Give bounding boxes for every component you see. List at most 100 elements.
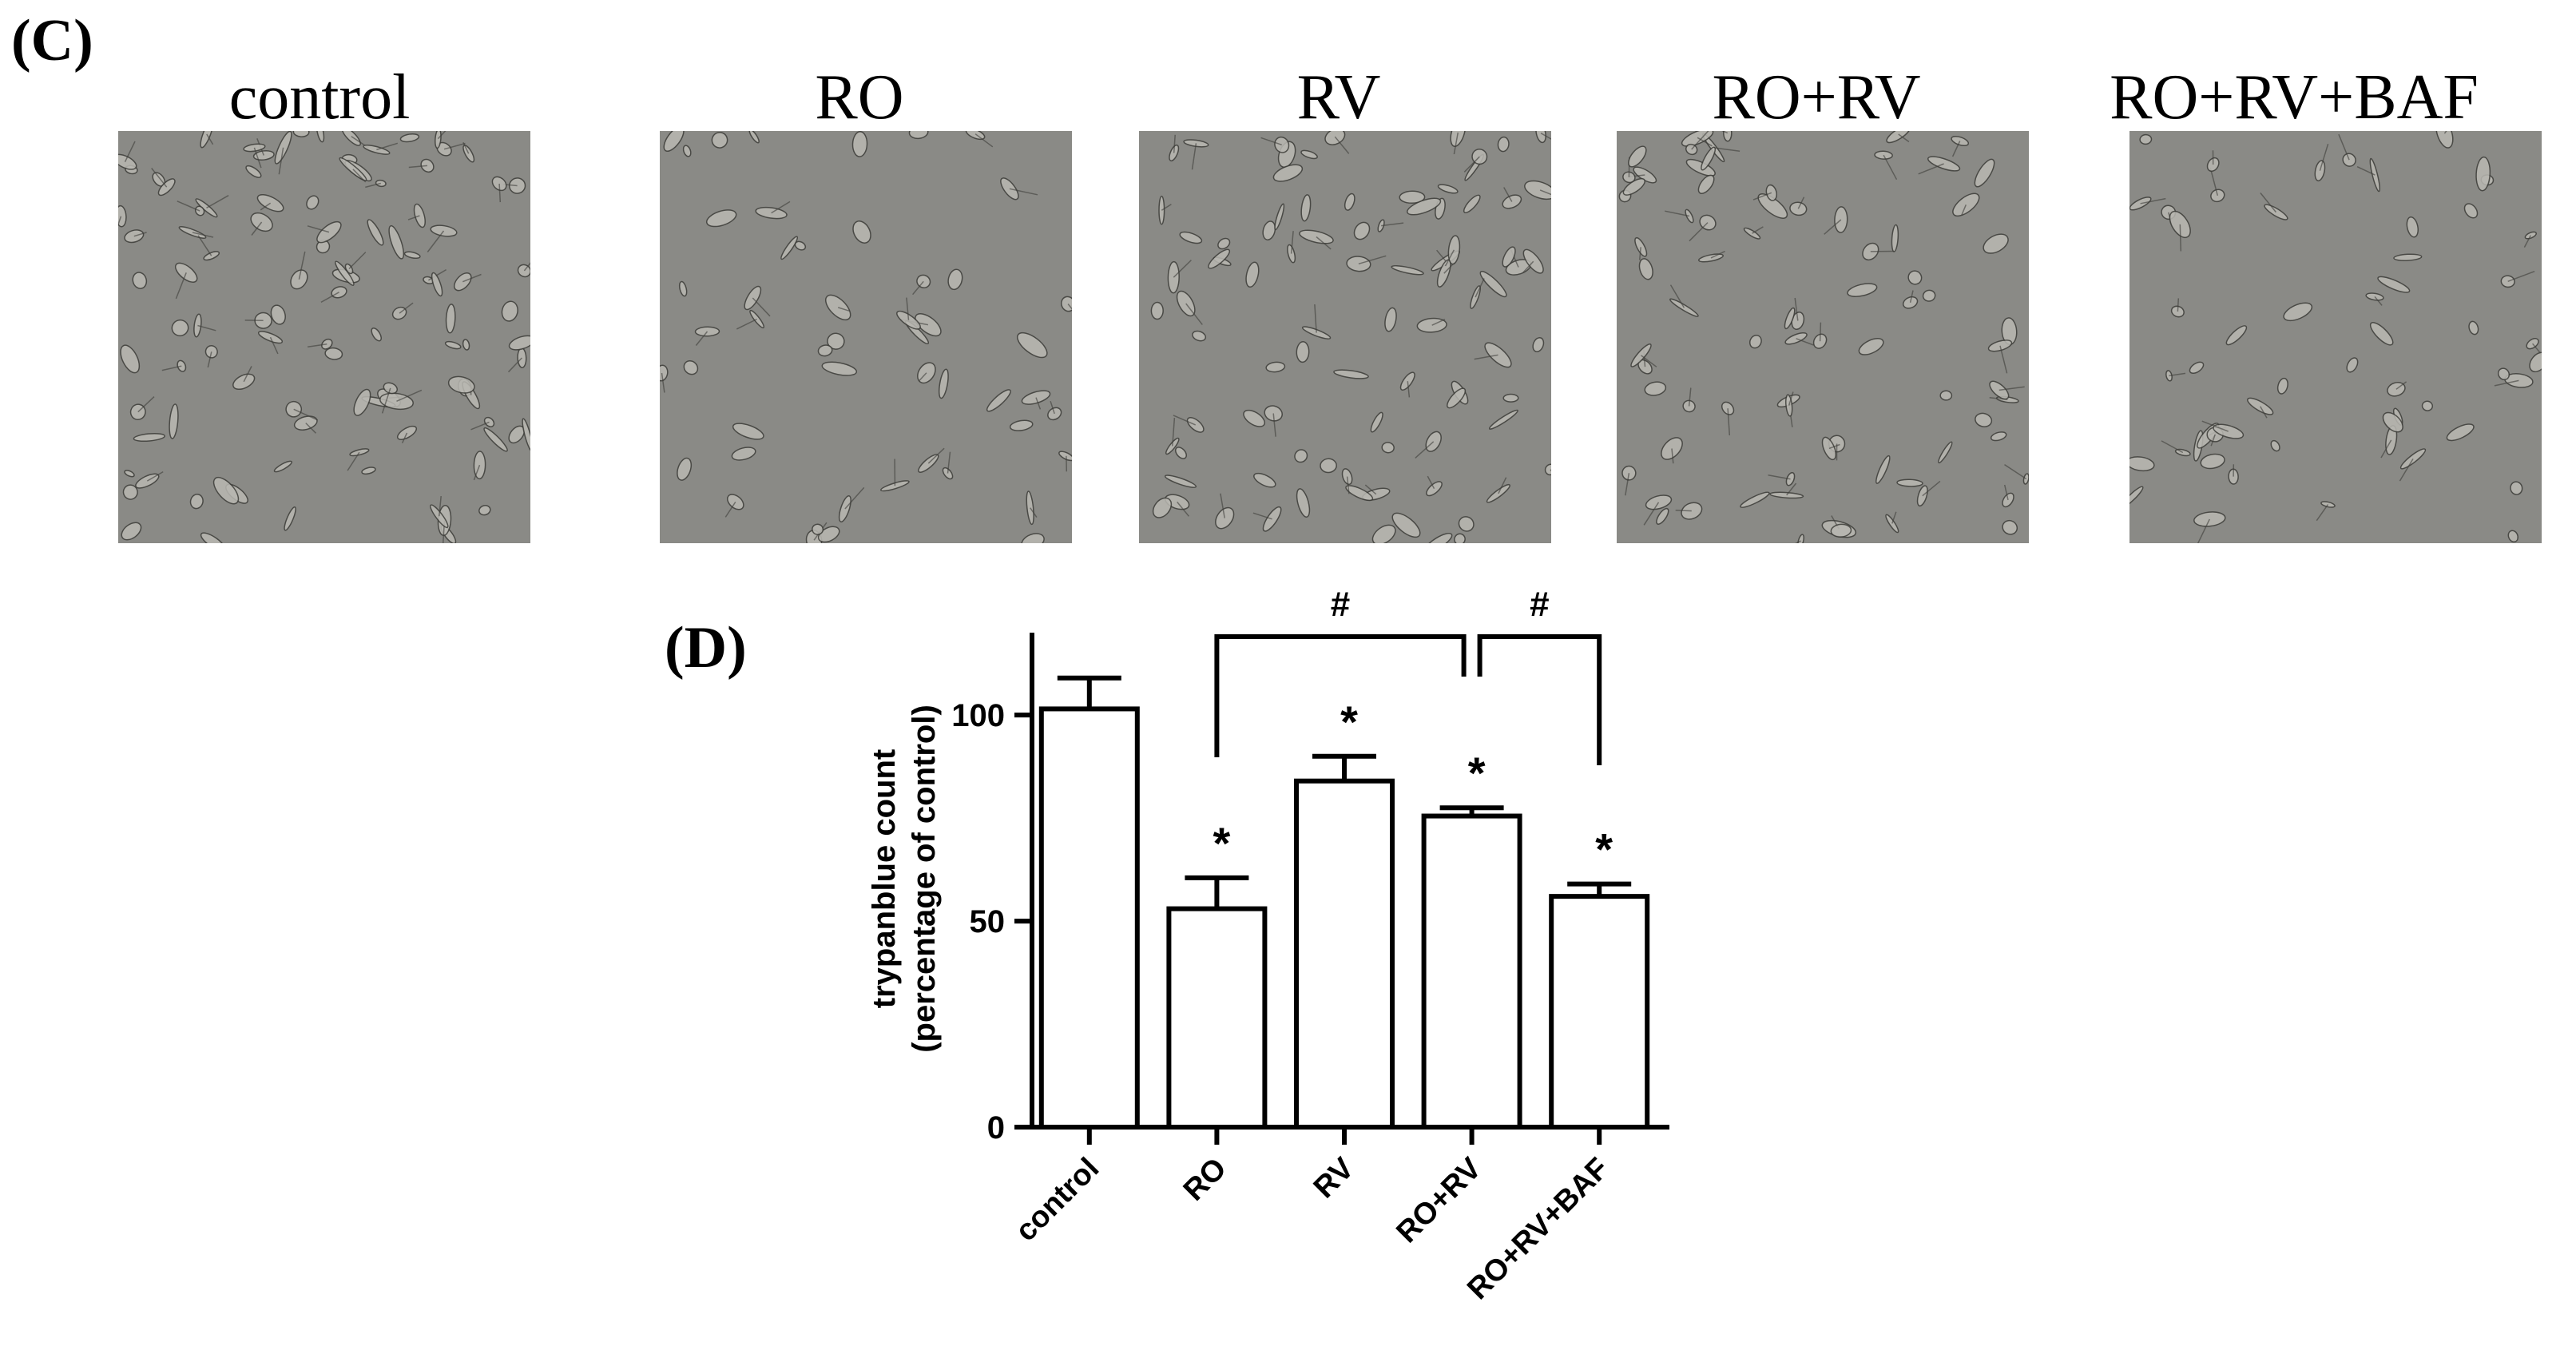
cell-mark-rv <box>1532 336 1545 353</box>
cell-process-ro-rv <box>1721 131 1729 134</box>
cell-mark-ro-rv <box>1621 465 1637 481</box>
cell-mark-control <box>522 418 530 452</box>
cell-process-control <box>278 147 284 175</box>
cell-process-ro-rv <box>1828 443 1840 450</box>
cell-process-ro-rv <box>1625 473 1630 496</box>
cell-process-rv <box>1474 354 1498 360</box>
cell-process-rv <box>1220 493 1225 518</box>
cell-mark-control <box>399 133 420 143</box>
cell-mark-control <box>174 262 198 283</box>
cell-mark-ro-rv <box>1896 478 1923 487</box>
cell-mark-ro-rv-baf <box>2510 481 2523 495</box>
cell-mark-rv <box>1381 442 1395 454</box>
cell-process-ro-rv-baf <box>2260 406 2268 419</box>
panel-c-label: (C) <box>11 8 93 73</box>
cell-process-rv <box>1177 501 1189 517</box>
cell-mark-ro-rv <box>1975 412 1993 427</box>
cell-mark-rv <box>1341 468 1353 486</box>
cell-process-control <box>462 273 482 283</box>
x-tick-label-control: control <box>1009 1152 1105 1249</box>
cell-process-ro-rv <box>1768 474 1791 480</box>
cell-mark-ro-rv-baf <box>2129 456 2155 472</box>
cell-process-ro-rv-baf <box>2177 298 2180 312</box>
significance-star-RV: * <box>1340 697 1358 747</box>
significance-bracket-2 <box>1477 634 1602 765</box>
cell-mark-ro-rv-baf <box>2369 322 2394 346</box>
cell-mark-rv <box>1253 472 1276 488</box>
significance-star-RO: * <box>1213 818 1231 868</box>
cell-process-rv <box>1173 260 1192 278</box>
cell-mark-ro <box>1009 419 1034 431</box>
cell-process-rv <box>1364 484 1377 495</box>
cell-mark-ro <box>896 310 921 330</box>
cell-mark-rv <box>1384 307 1397 332</box>
cell-mark-ro-rv <box>1939 390 1953 401</box>
cell-process-ro-rv <box>1713 147 1740 152</box>
cell-process-control <box>347 451 360 471</box>
cell-process-ro-rv-baf <box>2209 167 2219 196</box>
cell-mark-rv <box>1296 488 1311 518</box>
bar-RO+RV+BAF <box>1549 894 1650 1130</box>
cell-mark-ro-rv-baf <box>2170 305 2185 318</box>
cell-process-ro-rv <box>1795 540 1801 543</box>
cell-process-control <box>352 169 367 183</box>
cell-mark-ro <box>965 131 986 141</box>
cell-mark-control <box>252 149 275 161</box>
cell-process-ro <box>724 501 736 518</box>
cell-mark-ro <box>880 480 910 492</box>
cell-mark-control <box>245 165 262 178</box>
cell-mark-rv <box>1502 246 1516 268</box>
cell-mark-ro-rv <box>1990 431 2007 442</box>
cell-process-rv <box>1539 189 1551 196</box>
cell-mark-ro <box>780 236 799 260</box>
cell-mark-ro <box>744 285 762 311</box>
cell-mark-rv <box>1407 197 1442 216</box>
y-tick-label-50: 50 <box>970 904 1006 939</box>
cell-mark-control <box>316 220 342 244</box>
cell-process-rv <box>1522 260 1534 273</box>
y-tick-label-100: 100 <box>951 698 1005 733</box>
cell-process-ro-rv <box>1675 509 1692 512</box>
cell-process-ro <box>912 280 924 296</box>
micrograph-ro-cells <box>660 131 1072 543</box>
cell-process-rv <box>1453 132 1459 155</box>
cell-process-control <box>260 202 272 211</box>
cell-mark-rv <box>1274 203 1285 231</box>
cell-mark-control <box>171 319 189 337</box>
cell-mark-ro-rv-baf <box>2129 486 2144 508</box>
cell-mark-ro-rv-baf <box>2377 276 2411 293</box>
cell-mark-ro-rv-baf <box>2463 203 2479 219</box>
cell-process-control <box>124 141 136 163</box>
cell-process-control <box>146 471 164 482</box>
cell-mark-ro <box>817 526 840 543</box>
cell-mark-rv <box>1179 231 1203 244</box>
cell-mark-control <box>396 425 418 440</box>
cell-mark-ro-rv <box>1858 338 1884 355</box>
cell-process-ro-rv <box>1641 355 1657 367</box>
cell-mark-ro <box>678 280 688 297</box>
cell-mark-ro-rv-baf <box>2314 160 2326 182</box>
y-axis-label-line1: trypanblue count <box>867 749 902 1008</box>
cell-mark-rv <box>1344 193 1355 211</box>
cell-process-ro-rv <box>1669 284 1685 308</box>
image-title-ro: RO <box>815 62 904 133</box>
cell-process-ro <box>1009 188 1038 196</box>
cell-process-ro-rv <box>1752 226 1764 234</box>
cell-mark-rv <box>1522 248 1544 274</box>
x-tick-label-RV: RV <box>1308 1151 1361 1205</box>
cell-process-control <box>439 496 442 517</box>
cell-mark-control <box>353 388 371 416</box>
cell-mark-ro-rv-baf <box>2446 423 2475 442</box>
cell-mark-ro-rv-baf <box>2475 156 2491 192</box>
cell-mark-control <box>169 403 179 439</box>
cell-mark-ro-rv <box>1656 507 1669 525</box>
cell-mark-control <box>316 131 325 143</box>
cell-mark-ro <box>908 131 929 140</box>
cell-process-ro-rv <box>2004 463 2027 480</box>
cell-process-control <box>348 252 367 270</box>
cell-mark-rv <box>1167 260 1180 294</box>
cell-mark-ro-rv <box>1847 283 1878 297</box>
cell-process-rv <box>1161 204 1172 211</box>
cell-process-ro-rv-baf <box>2316 504 2329 522</box>
cell-process-ro <box>906 297 910 320</box>
